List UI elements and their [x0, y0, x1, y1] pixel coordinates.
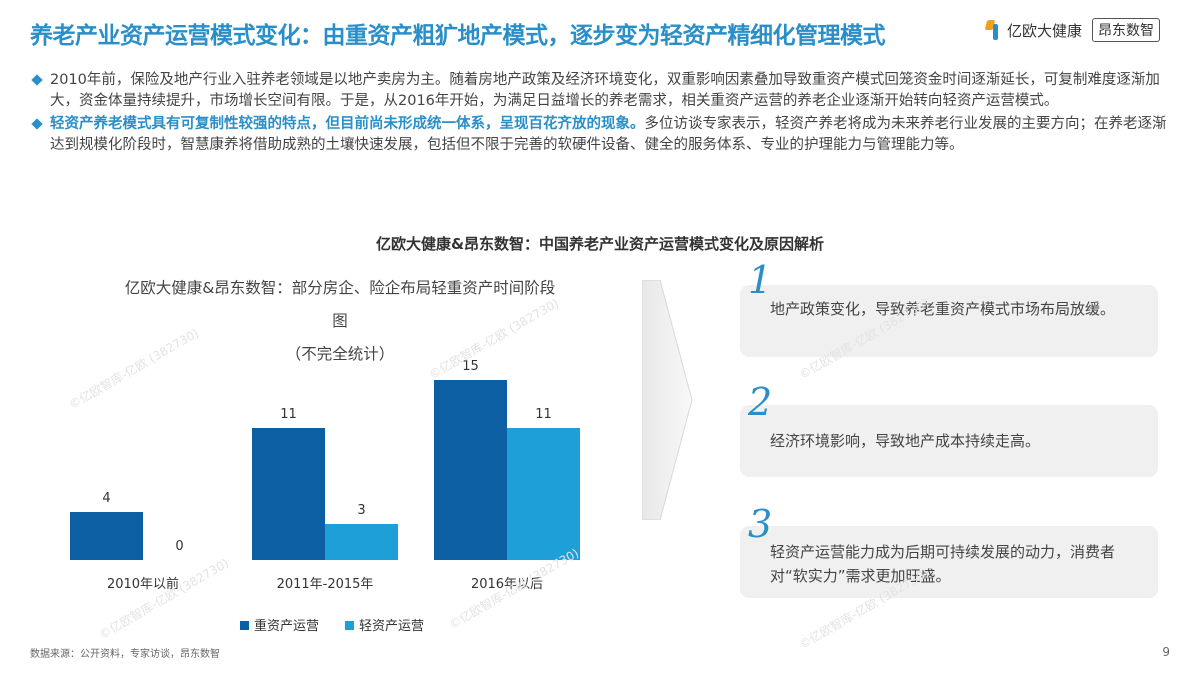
reason-card: 地产政策变化，导致养老重资产模式市场布局放缓。 — [740, 285, 1158, 357]
reason-text: 地产政策变化，导致养老重资产模式市场布局放缓。 — [770, 300, 1116, 318]
yiou-logo: 亿欧大健康 — [986, 20, 1082, 41]
flow-arrow — [642, 280, 693, 520]
bar-value-label: 4 — [102, 491, 110, 506]
x-tick-label: 2016年以后 — [471, 577, 543, 592]
chart-bar — [434, 380, 507, 560]
reason-card: 经济环境影响，导致地产成本持续走高。 — [740, 405, 1158, 477]
reason-text: 轻资产运营能力成为后期可持续发展的动力，消费者对“软实力”需求更加旺盛。 — [770, 543, 1116, 585]
yiou-logo-text: 亿欧大健康 — [1006, 21, 1082, 40]
bullet-text: 多位访谈专家表示，轻资产养老将成为未来养老行业发展的主要方向；在养老逐渐达到规模… — [50, 116, 1167, 153]
chart-title-line: 图 — [332, 312, 348, 330]
yiou-logo-icon — [986, 20, 1004, 40]
page-number: 9 — [1162, 645, 1170, 659]
legend-label: 轻资产运营 — [359, 619, 424, 634]
chart-title-line: 亿欧大健康&昂东数智：部分房企、险企布局轻重资产时间阶段 — [124, 279, 556, 297]
chart-bar — [507, 428, 580, 560]
chart-title: 亿欧大健康&昂东数智：部分房企、险企布局轻重资产时间阶段 图 （不完全统计） — [80, 272, 600, 371]
x-tick-label: 2010年以前 — [107, 576, 179, 592]
legend-swatch — [240, 621, 249, 630]
bar-value-label: 0 — [175, 539, 183, 554]
angdong-logo: 昂东数智 — [1092, 18, 1160, 42]
bar-value-label: 11 — [280, 407, 297, 422]
bullet-text: 2010年前，保险及地产行业入驻养老领域是以地产卖房为主。随着房地产政策及经济环… — [50, 72, 1160, 109]
reason-number: 3 — [748, 502, 773, 546]
bar-value-label: 11 — [535, 407, 552, 422]
chart-bar — [325, 524, 398, 560]
bar-value-label: 3 — [357, 503, 365, 518]
bullet-item: 2010年前，保险及地产行业入驻养老领域是以地产卖房为主。随着房地产政策及经济环… — [30, 70, 1180, 112]
chart-title-line: （不完全统计） — [285, 345, 395, 363]
chart-bar — [252, 428, 325, 560]
bar-value-label: 15 — [462, 359, 479, 374]
reason-text: 经济环境影响，导致地产成本持续走高。 — [770, 432, 1041, 450]
legend-label: 重资产运营 — [254, 618, 319, 634]
chart-bar — [70, 512, 143, 560]
page-title: 养老产业资产运营模式变化：由重资产粗犷地产模式，逐步变为轻资产精细化管理模式 — [30, 23, 886, 49]
legend-swatch — [345, 621, 354, 630]
reason-card: 轻资产运营能力成为后期可持续发展的动力，消费者对“软实力”需求更加旺盛。 — [740, 526, 1158, 598]
x-tick-label: 2011年-2015年 — [277, 577, 374, 592]
section-title: 亿欧大健康&昂东数智：中国养老产业资产运营模式变化及原因解析 — [375, 235, 825, 253]
bullet-item: 轻资产养老模式具有可复制性较强的特点，但目前尚未形成统一体系，呈现百花齐放的现象… — [30, 114, 1180, 156]
reason-number: 1 — [748, 258, 773, 302]
data-source: 数据来源：公开资料，专家访谈，昂东数智 — [30, 649, 220, 660]
brand-logos: 亿欧大健康 昂东数智 — [986, 18, 1160, 42]
bullet-highlight: 轻资产养老模式具有可复制性较强的特点，但目前尚未形成统一体系，呈现百花齐放的现象… — [50, 116, 645, 132]
bullet-list: 2010年前，保险及地产行业入驻养老领域是以地产卖房为主。随着房地产政策及经济环… — [30, 70, 1180, 158]
reason-number: 2 — [748, 380, 773, 424]
